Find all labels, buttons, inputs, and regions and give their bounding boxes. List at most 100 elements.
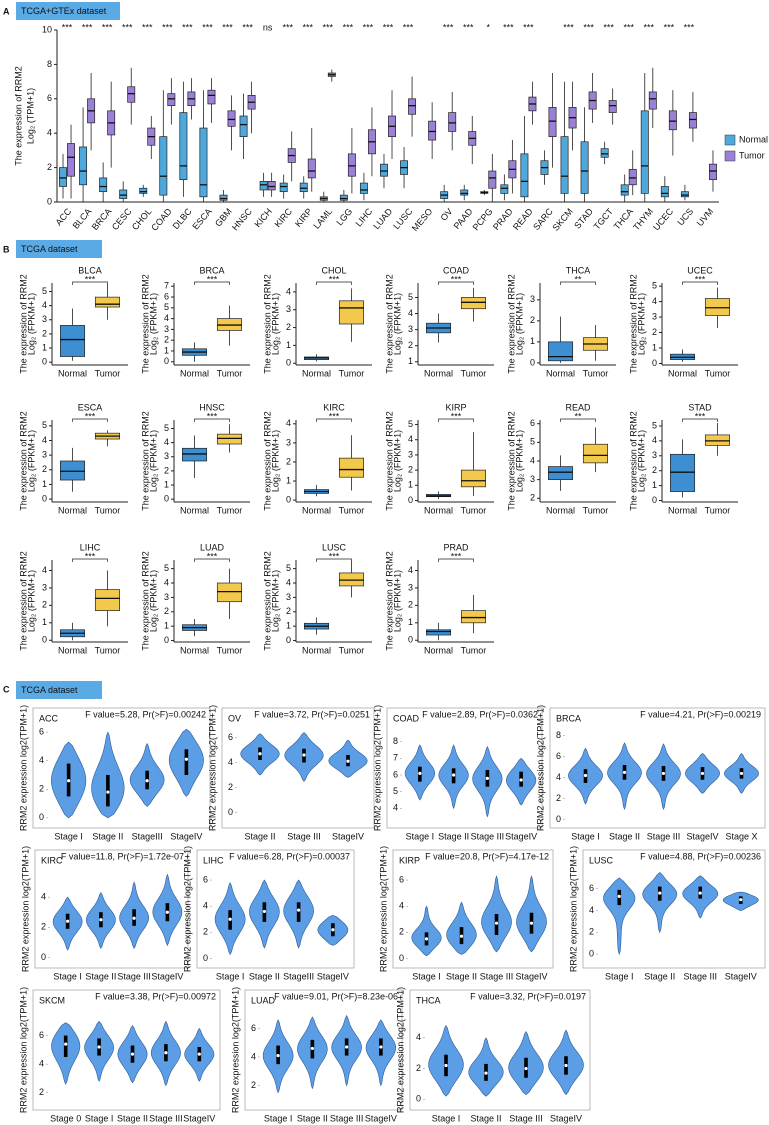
x-tick-label: STAD	[572, 206, 595, 231]
y-tick-label: 3	[530, 474, 535, 484]
y-tick-label: 2	[39, 784, 44, 794]
y-tick-label: 2	[251, 1080, 256, 1090]
y-tick-label: 4	[42, 435, 47, 445]
box	[460, 610, 486, 624]
x-tick-label: LUAD	[371, 206, 394, 231]
y-tick-label: 0	[42, 635, 47, 645]
y-axis-label: RRM2 expression log2(TPM+1)	[18, 987, 28, 1113]
significance-bracket	[682, 281, 718, 285]
y-tick-label: 1	[408, 617, 413, 627]
box	[582, 443, 608, 464]
median-dot	[444, 1063, 448, 1068]
banner	[16, 2, 120, 20]
box	[548, 341, 574, 362]
box	[338, 457, 364, 478]
y-tick-label: 6	[39, 727, 44, 737]
significance-bracket	[316, 558, 352, 562]
y-tick-label: 1	[408, 356, 413, 366]
box	[179, 112, 188, 180]
panel-frame	[196, 849, 355, 969]
y-tick-label: 5	[164, 563, 169, 573]
panel-frame	[386, 707, 543, 829]
annotation: F value=4.21, Pr(>F)=0.00219	[640, 709, 761, 719]
box	[307, 158, 316, 179]
chart-title: LUAD	[200, 542, 225, 552]
y-tick-label: 1	[286, 475, 291, 485]
y-tick-label: 3	[164, 324, 169, 334]
x-tick-label: StageIV	[332, 831, 364, 841]
y-tick-label: 4	[530, 455, 535, 465]
box	[216, 433, 242, 445]
median-dot	[700, 771, 705, 776]
y-axis-label: The expression of RRM2	[506, 274, 516, 374]
y-tick-label: 2	[286, 456, 291, 466]
median-dot	[524, 1066, 528, 1071]
box	[704, 298, 730, 316]
x-tick-label: Tumor	[583, 505, 609, 515]
annotation: F value=2.89, Pr(>F)=0.0362	[422, 709, 538, 719]
y-axis-label: RRM2 expression log2(TPM+1)	[20, 846, 30, 972]
x-tick-label: SKCM	[551, 206, 575, 232]
box	[94, 589, 120, 611]
significance: ***	[403, 22, 414, 32]
significance-bracket	[682, 418, 718, 422]
x-tick-label: READ	[511, 206, 535, 232]
x-tick-label: Stage I	[406, 831, 435, 841]
y-tick-label: 3	[652, 311, 657, 321]
y-tick-label: 7	[164, 281, 169, 291]
box	[580, 141, 589, 194]
banner-text: TCGA+GTEx dataset	[21, 6, 107, 16]
y-axis-label: The expression of RRM2	[18, 551, 28, 651]
chart-title: BRCA	[556, 713, 581, 723]
y-tick-label: 4	[39, 755, 44, 765]
y-axis-label: Log₂ (FPKM+1)	[270, 430, 280, 492]
y-tick-label: 0	[42, 493, 47, 503]
box	[207, 89, 216, 105]
significance: ***	[329, 274, 340, 284]
y-axis-label: The expression of RRM2	[13, 66, 23, 166]
x-tick-label: Normal	[668, 505, 697, 515]
median-dot	[739, 771, 744, 776]
x-tick-label: Stage II	[244, 831, 275, 841]
y-tick-label: 3	[408, 324, 413, 334]
y-tick-label: 5	[286, 563, 291, 573]
significance: ***	[202, 22, 213, 32]
y-tick-label: 4	[164, 577, 169, 587]
y-tick-label: 0	[286, 358, 291, 368]
annotation: F value=6.28, Pr(>F)=0.00037	[229, 851, 350, 861]
significance: ***	[102, 22, 113, 32]
significance: ***	[85, 274, 96, 284]
x-tick-label: StageIV	[151, 971, 183, 981]
median-dot	[262, 909, 266, 914]
y-tick-label: 4	[399, 901, 404, 911]
y-tick-label: 4	[652, 296, 657, 306]
box	[59, 167, 67, 187]
chart-title: THCA	[416, 995, 441, 1005]
y-tick-label: 3	[286, 592, 291, 602]
chart-title: BRCA	[199, 265, 224, 275]
iqr-box	[296, 902, 301, 922]
y-tick-label: 3	[286, 304, 291, 314]
significance: ***	[463, 22, 474, 32]
chart-title: PRAD	[443, 542, 469, 552]
y-tick-label: 0	[416, 1094, 421, 1104]
y-axis-label: Log₂ (FPKM+1)	[270, 570, 280, 632]
y-tick-label: 2	[399, 927, 404, 937]
y-tick-label: 6	[530, 418, 535, 428]
y-tick-label: 6	[228, 732, 233, 742]
y-axis-label: The expression of RRM2	[140, 274, 150, 374]
x-tick-label: THYM	[631, 206, 655, 232]
chart-title: SKCM	[39, 995, 65, 1005]
x-tick-label: KICH	[252, 206, 273, 229]
x-tick-label: Tumor	[95, 505, 121, 515]
y-tick-label: 1	[164, 621, 169, 631]
chart-title: COAD	[443, 265, 470, 275]
x-tick-label: Stage 0	[50, 1113, 81, 1123]
significance: ***	[343, 22, 354, 32]
y-tick-label: 1	[42, 342, 47, 352]
x-tick-label: Stage X	[725, 831, 757, 841]
x-tick-label: Tumor	[217, 645, 243, 655]
significance: ***	[323, 22, 334, 32]
x-tick-label: Normal	[546, 505, 575, 515]
box	[139, 187, 148, 194]
